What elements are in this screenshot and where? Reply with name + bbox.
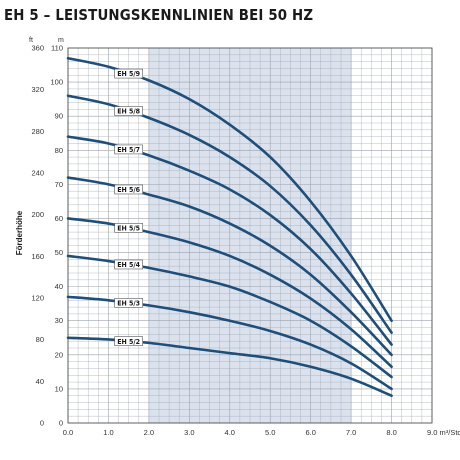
series-label-box — [114, 144, 143, 155]
series-label-box — [114, 336, 143, 346]
series-label: EH 5/5 — [117, 224, 140, 232]
x-tick-labels: 0.0 1.0 2.0 3.0 4.0 5.0 6.0 7.0 8.0 9.0 m³/Std. — [63, 428, 460, 437]
series-label: EH 5/2 — [117, 338, 140, 346]
series-label: EH 5/3 — [117, 299, 140, 307]
y-tick-label-ft: 80 — [36, 335, 44, 344]
x-tick-label: 1.0 — [103, 428, 113, 437]
y-tick-label-m: 50 — [55, 248, 63, 257]
series-label: EH 5/4 — [117, 261, 140, 269]
y-tick-label-m: 20 — [55, 350, 63, 359]
y-unit-m: m — [58, 37, 64, 44]
x-tick-label: 6.0 — [305, 428, 315, 437]
x-tick-label: 8.0 — [386, 428, 396, 437]
y-tick-label-m: 80 — [55, 146, 63, 155]
y-tick-label-ft: 160 — [31, 252, 44, 261]
y-tick-label-m: 110 — [51, 44, 63, 53]
y-tick-label-ft: 280 — [31, 127, 44, 136]
series-label-box — [114, 223, 143, 233]
y-tick-label-m: 60 — [55, 214, 63, 223]
y-unit-ft: ft — [29, 37, 33, 44]
y-tick-label-ft: 40 — [36, 377, 44, 386]
y-tick-label-ft: 120 — [31, 294, 44, 303]
x-tick-label: 0.0 — [63, 428, 73, 437]
y-tick-label-m: 0 — [59, 419, 63, 428]
y-tick-label-ft: 200 — [31, 210, 44, 219]
y-tick-label-m: 10 — [55, 384, 63, 393]
series-label-box — [114, 68, 143, 79]
x-tick-label: 9.0 m³/Std. — [427, 428, 460, 437]
y-tick-label-ft: 240 — [31, 169, 44, 178]
series-label: EH 5/7 — [117, 146, 140, 154]
x-tick-label: 5.0 — [265, 428, 275, 437]
plot-frame — [67, 47, 433, 424]
series-label-box — [114, 106, 143, 116]
y-tick-label-m: 100 — [50, 78, 63, 87]
chart-title: EH 5 – LEISTUNGSKENNLINIEN BEI 50 HZ — [4, 6, 314, 24]
y-tick-label-m: 40 — [55, 282, 63, 291]
x-tick-label: 3.0 — [184, 428, 194, 437]
series-label: EH 5/9 — [117, 70, 140, 78]
y-axis-title: Förderhöhe — [15, 210, 24, 255]
series-label-box — [114, 259, 143, 270]
series-label: EH 5/8 — [117, 108, 140, 116]
y-tick-labels-m: 0 10 20 30 40 50 60 70 80 90 100 110 — [50, 44, 63, 428]
y-tick-label-m: 30 — [55, 316, 63, 325]
x-tick-label: 2.0 — [144, 428, 154, 437]
y-tick-labels-ft: 0 40 80 120 160 200 240 280 320 360 — [31, 44, 44, 428]
y-tick-label-ft: 320 — [31, 85, 44, 94]
y-tick-label-m: 90 — [55, 112, 63, 121]
series-label-box — [114, 184, 143, 195]
series-label-box — [114, 298, 143, 308]
series-labels: EH 5/2 EH 5/3 EH 5/4 EH 5/5 EH 5/6 EH 5/7 EH 5… — [114, 68, 143, 346]
x-tick-label: 7.0 — [346, 428, 356, 437]
y-tick-label-m: 70 — [55, 180, 63, 189]
y-tick-label-ft: 0 — [40, 419, 44, 428]
series-label: EH 5/6 — [117, 186, 140, 194]
y-tick-label-ft: 360 — [31, 44, 44, 53]
x-tick-label: 4.0 — [225, 428, 235, 437]
